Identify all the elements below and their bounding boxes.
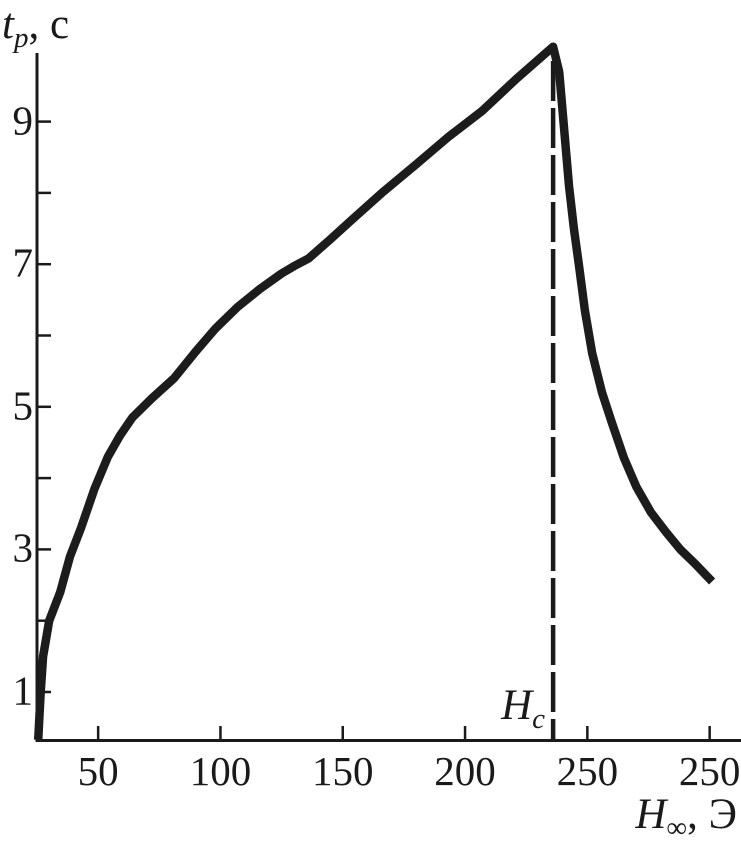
x-tick-label: 100 [189,748,252,794]
y-axis-unit: , с [28,1,70,48]
critical-field-subscript: c [532,703,545,735]
critical-field-symbol: H [501,682,533,729]
x-axis-title: H∞, Э [635,790,737,843]
x-tick-label: 250 [678,748,741,794]
y-tick-label: 7 [12,239,34,286]
critical-field-label: Hc [501,681,545,734]
data-curve [33,42,716,741]
y-axis-title: tp, с [2,0,70,53]
y-tick-label: 1 [12,667,34,714]
y-axis-subscript: p [13,22,29,54]
x-tick-label: 150 [312,748,374,794]
y-axis-symbol: t [2,1,14,48]
y-tick-label: 3 [12,524,34,571]
x-axis-unit: , Э [687,791,737,838]
x-tick-label: 50 [77,748,119,794]
y-tick-label: 9 [12,97,34,144]
x-axis-subscript: ∞ [666,812,688,844]
y-tick-label: 5 [12,382,34,429]
x-tick-label: 200 [434,748,496,794]
x-axis-symbol: H [635,791,667,838]
x-tick-label: 250 [556,748,619,794]
